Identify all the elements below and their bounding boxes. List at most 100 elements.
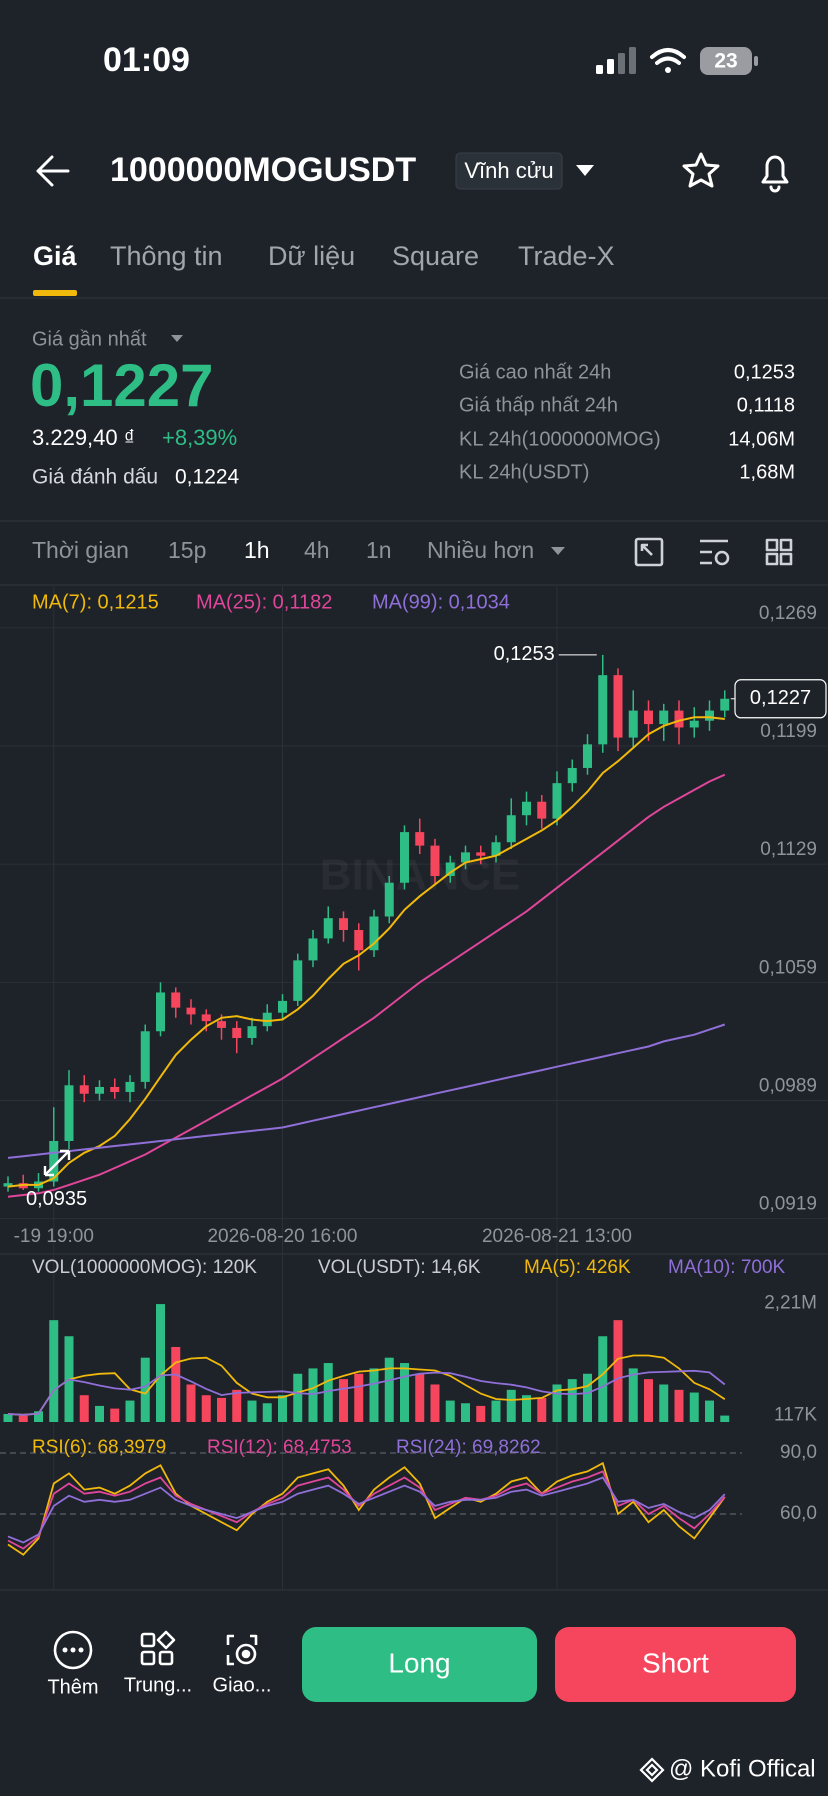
stat-value: 1,68M — [739, 461, 795, 483]
volume-bar — [354, 1373, 364, 1422]
chart-tool-icon[interactable] — [634, 537, 664, 567]
short-button[interactable] — [555, 1627, 796, 1702]
action-label[interactable]: Trung... — [124, 1674, 192, 1696]
volume-bar — [369, 1368, 379, 1422]
tab[interactable]: Square — [392, 241, 479, 271]
candle-body — [64, 1085, 74, 1141]
dropdown-caret[interactable] — [576, 165, 594, 176]
battery — [700, 47, 752, 75]
volume-bar — [659, 1384, 669, 1422]
volume-bar — [171, 1346, 181, 1422]
candle-body — [3, 1183, 13, 1187]
candle-body — [461, 852, 470, 863]
candle-body — [339, 918, 348, 931]
y-tick-label: 0,0919 — [759, 1194, 817, 1215]
volume-bar — [293, 1373, 303, 1422]
fiat-price: 3.229,40 ₫ — [32, 425, 135, 450]
trade-icon[interactable] — [226, 1634, 258, 1666]
favorite-button[interactable] — [682, 152, 720, 188]
y-tick-label: 0,1059 — [759, 957, 817, 978]
candle-body — [278, 1000, 287, 1013]
candle-body — [369, 916, 379, 951]
battery-level: 23 — [714, 50, 737, 73]
candle-body — [293, 960, 303, 1001]
legend-item: MA(7): 0,1215 — [32, 591, 159, 613]
volume-legend: MA(5): 426K — [524, 1257, 631, 1278]
stat-label: Giá thấp nhất 24h — [459, 394, 618, 416]
rsi-legend: RSI(12): 68,4753 — [207, 1437, 352, 1458]
candle-body — [400, 832, 409, 883]
volume-bar — [247, 1400, 257, 1422]
volume-bar — [430, 1384, 440, 1422]
center-icon[interactable] — [140, 1630, 176, 1666]
y-tick-label: 0,1269 — [759, 603, 817, 624]
tab[interactable]: Thông tin — [110, 241, 223, 271]
volume-tick-label: 117K — [774, 1405, 817, 1426]
symbol-title: 1000000MOGUSDT — [110, 151, 416, 189]
tab[interactable]: Dữ liệu — [268, 241, 355, 271]
y-tick-label: 0,1129 — [760, 839, 817, 860]
price-change: +8,39% — [162, 425, 237, 450]
volume-bar — [583, 1373, 592, 1422]
timeframe[interactable]: Thời gian — [32, 537, 129, 563]
candle-body — [323, 918, 333, 939]
candle-body — [491, 842, 501, 856]
more-icon[interactable] — [53, 1630, 93, 1670]
ma-line — [7, 773, 726, 1198]
x-tick-label: -19 19:00 — [14, 1226, 94, 1247]
volume-bar — [384, 1357, 394, 1422]
candle-body — [384, 882, 394, 917]
stat-label: KL 24h(1000000MOG) — [459, 428, 661, 450]
timeframe[interactable]: Nhiều hơn — [427, 537, 534, 563]
tab[interactable]: Trade-X — [518, 241, 615, 271]
candle-body — [156, 992, 165, 1032]
layout-icon[interactable] — [765, 538, 793, 566]
stat-value: 0,1118 — [737, 394, 795, 416]
timeframe[interactable]: 15p — [168, 537, 206, 563]
long-label[interactable]: Long — [388, 1647, 450, 1678]
action-label[interactable]: Thêm — [47, 1676, 98, 1698]
volume-bar — [79, 1395, 89, 1422]
rsi-tick-label: 60,0 — [780, 1503, 817, 1524]
volume-bar — [18, 1415, 28, 1422]
candle-body — [689, 720, 699, 728]
tab[interactable]: Giá — [33, 241, 78, 271]
action-label[interactable]: Giao... — [213, 1674, 272, 1696]
timeframe[interactable]: 1n — [366, 537, 392, 563]
price-label: Giá gần nhất — [32, 328, 147, 350]
more-caret[interactable] — [551, 547, 565, 555]
candle-body — [613, 675, 623, 738]
alert-button[interactable] — [761, 155, 789, 193]
volume-bar — [232, 1389, 242, 1422]
price-label-caret[interactable] — [171, 335, 183, 342]
timeframe[interactable]: 4h — [304, 537, 330, 563]
volume-bar — [491, 1400, 501, 1422]
status-time: 01:09 — [103, 41, 190, 79]
indicator-icon[interactable] — [700, 539, 730, 566]
volume-bar — [400, 1363, 409, 1422]
volume-bar — [3, 1413, 13, 1422]
rsi-legend: RSI(24): 69,8262 — [396, 1437, 541, 1458]
mark-price: 0,1224 — [175, 466, 240, 489]
footer-logo — [639, 1757, 665, 1783]
candle-body — [567, 767, 577, 784]
short-label[interactable]: Short — [642, 1647, 709, 1678]
volume-bar — [598, 1336, 608, 1422]
timeframe[interactable]: 1h — [244, 537, 270, 563]
volume-bar — [522, 1395, 531, 1422]
candle-body — [186, 1007, 196, 1015]
badge[interactable] — [455, 152, 563, 190]
candle-body — [552, 783, 562, 819]
candle-body — [659, 710, 669, 725]
expand-button[interactable] — [43, 1149, 71, 1177]
volume-bar — [689, 1392, 699, 1422]
candle-body — [415, 832, 425, 846]
y-tick-label: 0,0989 — [759, 1075, 817, 1096]
signal-icon — [596, 47, 636, 74]
volume-ma-line — [7, 1354, 726, 1416]
volume-bar — [339, 1379, 348, 1422]
volume-bar — [262, 1403, 272, 1422]
long-button[interactable] — [302, 1627, 537, 1702]
candle-body — [140, 1031, 150, 1082]
back-button[interactable] — [36, 155, 70, 187]
